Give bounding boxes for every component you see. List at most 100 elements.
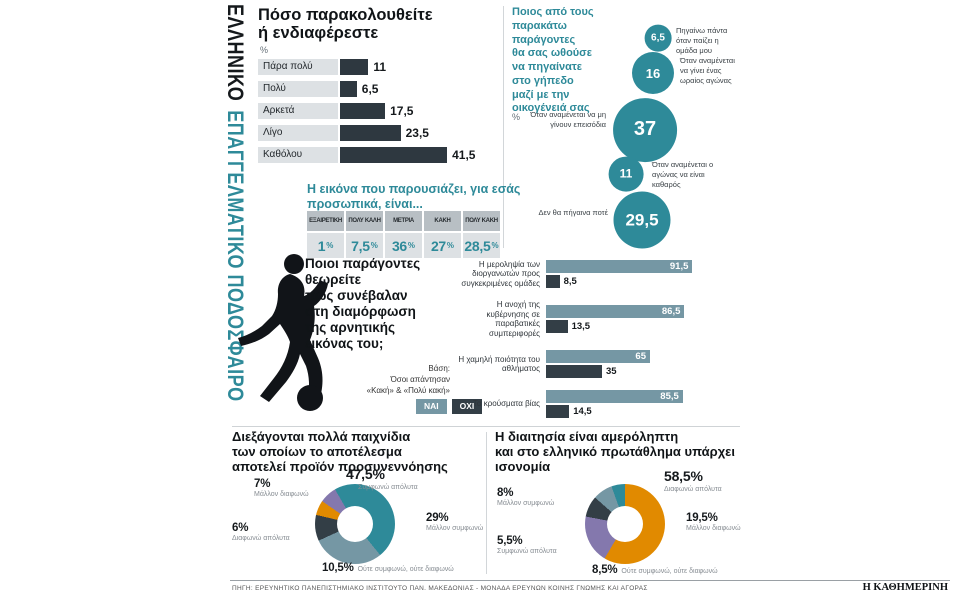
slice-value: 7% [254,478,271,490]
factor-row: Η ανοχή της κυβέρνησης σε παραβατικές συ… [452,300,752,338]
donut-slice-label: 7% Μάλλον διαφωνώ [254,477,309,500]
vertical-title-part1: ΕΛΛΗΝΙΚΟ [223,4,248,102]
donut-slice-label: 47,5% Συμφωνώ απόλυτα [346,466,418,492]
rating-header: ΚΑΚΗ [424,211,461,231]
rating-value: 28,5 % [463,233,500,258]
rating-column: ΚΑΚΗ 27 % [424,211,461,258]
legend-label: ΝΑΙ [424,401,439,411]
factors-chart: Η μεροληψία των διοργανωτών προς συγκεκρ… [452,260,752,430]
factor-label: Η μεροληψία των διοργανωτών προς συγκεκρ… [461,260,540,288]
no-bar-line: 8,5 [546,275,752,289]
bar-row: Πολύ 6,5 [258,80,498,97]
bar-row: Λίγο 23,5 [258,124,498,141]
bar-value-label: 6,5 [361,81,379,96]
bar-category-label: Πάρα πολύ [258,58,338,75]
rating-header: ΠΟΛΥ ΚΑΛΗ [346,211,383,231]
no-value-label: 13,5 [571,321,591,333]
match-fixing-donut [315,484,395,564]
bubble-never-go: 29,5 [613,191,671,249]
newspaper-logo: Η ΚΑΘΗΜΕΡΙΝΗ [862,582,948,593]
factors-question: Ποιοι παράγοντες θεωρείτε πως συνέβαλαν … [305,256,421,351]
rating-value-number: 27 [430,237,446,254]
factor-row: Η χαμηλή ποιότητα του αθλήματος 65 35 [452,350,752,379]
slice-name: Συμφωνώ απόλυτα [497,548,557,556]
slice-value: 8% [497,487,514,499]
legend-label: ΟΧΙ [459,401,475,411]
donut-slice-label: 8% Μάλλον συμφωνώ [497,486,554,509]
interest-chart-title: Πόσο παρακολουθείτε ή ενδιαφέρεστε [258,6,433,43]
percent-sign: % [446,241,455,250]
legend-item-no: ΟΧΙ [451,399,483,414]
divider-bottom-vertical [486,432,487,574]
rating-column: ΜΕΤΡΙΑ 36 % [385,211,422,258]
bubble-chart-title: Ποιος από τους παρακάτω παράγοντες θα σα… [512,6,594,115]
donut-slice-label: 58,5% Διαφωνώ απόλυτα [664,468,722,494]
donut-slice-label: 19,5% Μάλλον διαφωνώ [686,511,741,534]
slice-value: 6% [232,522,249,534]
rating-value: 36 % [385,233,422,258]
divider-mid-horizontal [232,426,740,427]
no-bar [546,275,560,289]
slice-name: Διαφωνώ απόλυτα [232,535,290,543]
bar [340,80,357,97]
slice-name: Μάλλον συμφωνώ [497,500,555,508]
bar-value-label: 17,5 [390,103,414,118]
rating-column: ΠΟΛΥ ΚΑΚΗ 28,5 % [463,211,500,258]
donut-slice-label: 10,5% Ούτε συμφωνώ, ούτε διαφωνώ [322,561,454,575]
donut-slice-label: 5,5% Συμφωνώ απόλυτα [497,534,557,557]
bar [340,124,401,141]
slice-value: 29% [426,512,449,524]
bubble-label: Όταν αναμένεται να γίνει ένας ωραίος αγώ… [680,56,735,85]
no-bar-line: 13,5 [546,320,752,334]
percent-sign: % [407,241,416,250]
bar-row: Αρκετά 17,5 [258,102,498,119]
bubble-value-label: 11 [619,167,633,181]
bubble-value-label: 16 [645,65,661,81]
factors-legend: ΝΑΙ ΟΧΙ [416,399,483,414]
slice-name: Διαφωνώ απόλυτα [664,485,722,493]
donut-slice-label: 6% Διαφωνώ απόλυτα [232,521,290,544]
factor-label: Η ανοχή της κυβέρνησης σε παραβατικές συ… [486,300,540,338]
slice-name: Μάλλον διαφωνώ [686,525,741,533]
rating-value-number: 7,5 [351,237,370,254]
slice-name: Ούτε συμφωνώ, ούτε διαφωνώ [621,568,718,575]
bubble-no-incidents: 37 [613,98,677,162]
slice-name: Μάλλον διαφωνώ [254,491,309,499]
bubble-always-go: 6,5 [644,24,672,52]
slice-value: 47,5% [346,466,385,482]
football-ball [297,385,323,411]
player-head [284,254,304,274]
interest-unit-label: % [260,44,269,55]
bubble-label: Όταν αναμένεται να μη γίνουν επεισόδια [530,110,606,129]
bubble-label: Όταν αναμένεται ο αγώνας να είναι καθαρό… [652,160,714,189]
factor-bars: 86,5 13,5 [546,305,752,334]
no-bar [546,365,602,379]
slice-name: Συμφωνώ απόλυτα [358,483,418,491]
bar-value-label: 41,5 [452,147,476,162]
factors-base-note: Βάση: Όσοι απάντησαν «Κακή» & «Πολύ κακή… [366,364,450,395]
percent-sign: % [491,241,499,250]
yes-bar: 85,5 [546,390,683,404]
image-rating-title: Η εικόνα που παρουσιάζει, για εσάς προσω… [307,182,521,211]
factor-bars: 85,5 14,5 [546,390,752,419]
bar [340,58,369,75]
divider-top-vertical [503,6,504,248]
match-fixing-question: Διεξάγονται πολλά παιχνίδια των οποίων τ… [232,429,448,474]
yes-bar: 91,5 [546,260,693,274]
rating-value-number: 28,5 [464,237,491,254]
refereeing-question: Η διαιτησία είναι αμερόληπτη και στο ελλ… [495,429,735,474]
yes-bar: 86,5 [546,305,685,319]
bubble-label: Πηγαίνω πάντα όταν παίζει η ομάδα μου [676,26,728,55]
rating-column: ΕΞΑΙΡΕΤΙΚΗ 1 % [307,211,344,258]
rating-value-number: 36 [391,237,407,254]
factor-row: Τα κρούσματα βίας 85,5 14,5 [452,390,752,419]
slice-value: 19,5% [686,512,718,524]
player-body [238,274,328,404]
bar-row: Πάρα πολύ 11 [258,58,498,75]
slice-value: 8,5% [592,564,618,576]
divider-footer [230,580,950,581]
factor-row: Η μεροληψία των διοργανωτών προς συγκεκρ… [452,260,752,289]
bubble-clean-match: 11 [608,156,644,192]
slice-value: 5,5% [497,535,523,547]
no-bar-line: 35 [546,365,752,379]
